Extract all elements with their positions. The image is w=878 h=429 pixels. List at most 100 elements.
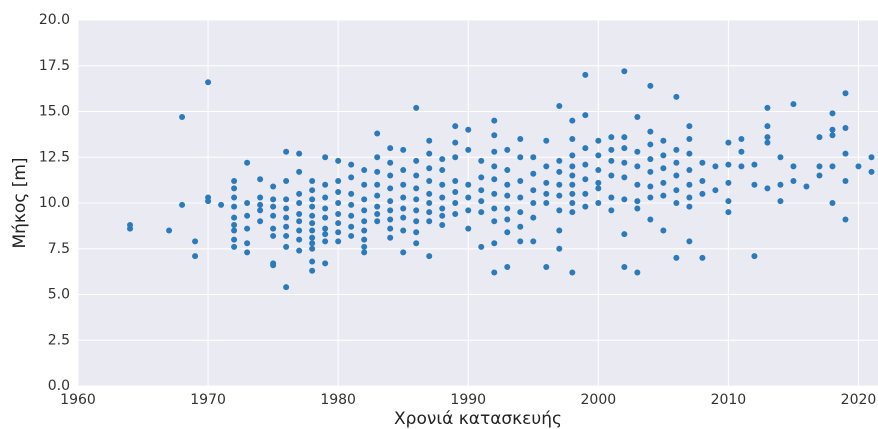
- point: [738, 148, 745, 155]
- point: [439, 194, 446, 201]
- point: [296, 150, 303, 157]
- point: [309, 245, 316, 252]
- point: [491, 190, 498, 197]
- point: [595, 137, 602, 144]
- point: [426, 218, 433, 225]
- point: [374, 218, 381, 225]
- point: [660, 227, 667, 234]
- point: [335, 157, 342, 164]
- point: [595, 200, 602, 206]
- point: [712, 187, 719, 194]
- point: [439, 221, 446, 228]
- point: [543, 163, 550, 170]
- point: [413, 185, 420, 192]
- point: [478, 209, 485, 216]
- point: [322, 154, 329, 161]
- point: [699, 190, 706, 197]
- point: [725, 161, 732, 168]
- point: [751, 181, 758, 188]
- point: [348, 223, 355, 230]
- point: [361, 236, 368, 243]
- point: [673, 200, 680, 206]
- point: [400, 205, 407, 212]
- point: [556, 227, 563, 234]
- point: [725, 139, 732, 146]
- point: [322, 231, 329, 238]
- point: [686, 238, 693, 245]
- point: [400, 249, 407, 256]
- point: [309, 227, 316, 234]
- point: [439, 156, 446, 163]
- x-tick-label: 2020: [841, 392, 877, 408]
- point: [387, 185, 394, 192]
- point: [517, 223, 524, 230]
- point: [309, 187, 316, 194]
- point: [725, 209, 732, 216]
- point: [283, 223, 290, 230]
- point: [829, 126, 836, 133]
- point: [166, 227, 173, 234]
- point: [569, 190, 576, 197]
- point: [777, 181, 784, 188]
- point: [764, 123, 771, 130]
- point: [595, 167, 602, 174]
- point: [790, 178, 797, 185]
- point: [647, 156, 654, 163]
- point: [478, 198, 485, 205]
- point: [387, 234, 394, 241]
- point: [192, 238, 199, 245]
- point: [699, 178, 706, 185]
- point: [413, 172, 420, 179]
- point: [335, 200, 342, 206]
- point: [231, 227, 238, 234]
- point: [608, 134, 615, 141]
- point: [309, 196, 316, 203]
- point: [530, 214, 537, 221]
- point: [686, 203, 693, 210]
- point: [543, 190, 550, 197]
- point: [504, 229, 511, 236]
- point: [517, 154, 524, 161]
- point: [634, 163, 641, 170]
- point: [426, 137, 433, 144]
- point: [543, 179, 550, 186]
- point: [491, 218, 498, 225]
- point: [322, 238, 329, 245]
- point: [595, 185, 602, 192]
- point: [335, 210, 342, 217]
- point: [335, 220, 342, 227]
- point: [309, 203, 316, 210]
- point: [608, 157, 615, 164]
- point: [660, 179, 667, 186]
- point: [699, 254, 706, 261]
- point: [270, 232, 277, 239]
- point: [322, 205, 329, 212]
- point: [517, 135, 524, 142]
- x-tick-label: 1980: [320, 392, 356, 408]
- point: [452, 200, 459, 206]
- point: [517, 194, 524, 201]
- point: [504, 205, 511, 212]
- point: [491, 163, 498, 170]
- point: [309, 178, 316, 185]
- point: [634, 148, 641, 155]
- y-tick-label: 2.5: [48, 332, 70, 348]
- point: [868, 168, 875, 175]
- point: [569, 209, 576, 216]
- point: [361, 196, 368, 203]
- point: [270, 183, 277, 190]
- point: [764, 104, 771, 111]
- point: [244, 225, 251, 232]
- point: [478, 157, 485, 164]
- point: [374, 130, 381, 137]
- point: [426, 253, 433, 260]
- point: [387, 145, 394, 152]
- point: [205, 79, 212, 86]
- point: [582, 190, 589, 197]
- point: [504, 264, 511, 271]
- point: [439, 212, 446, 219]
- point: [764, 185, 771, 192]
- point: [660, 192, 667, 199]
- point: [504, 216, 511, 223]
- point: [556, 245, 563, 252]
